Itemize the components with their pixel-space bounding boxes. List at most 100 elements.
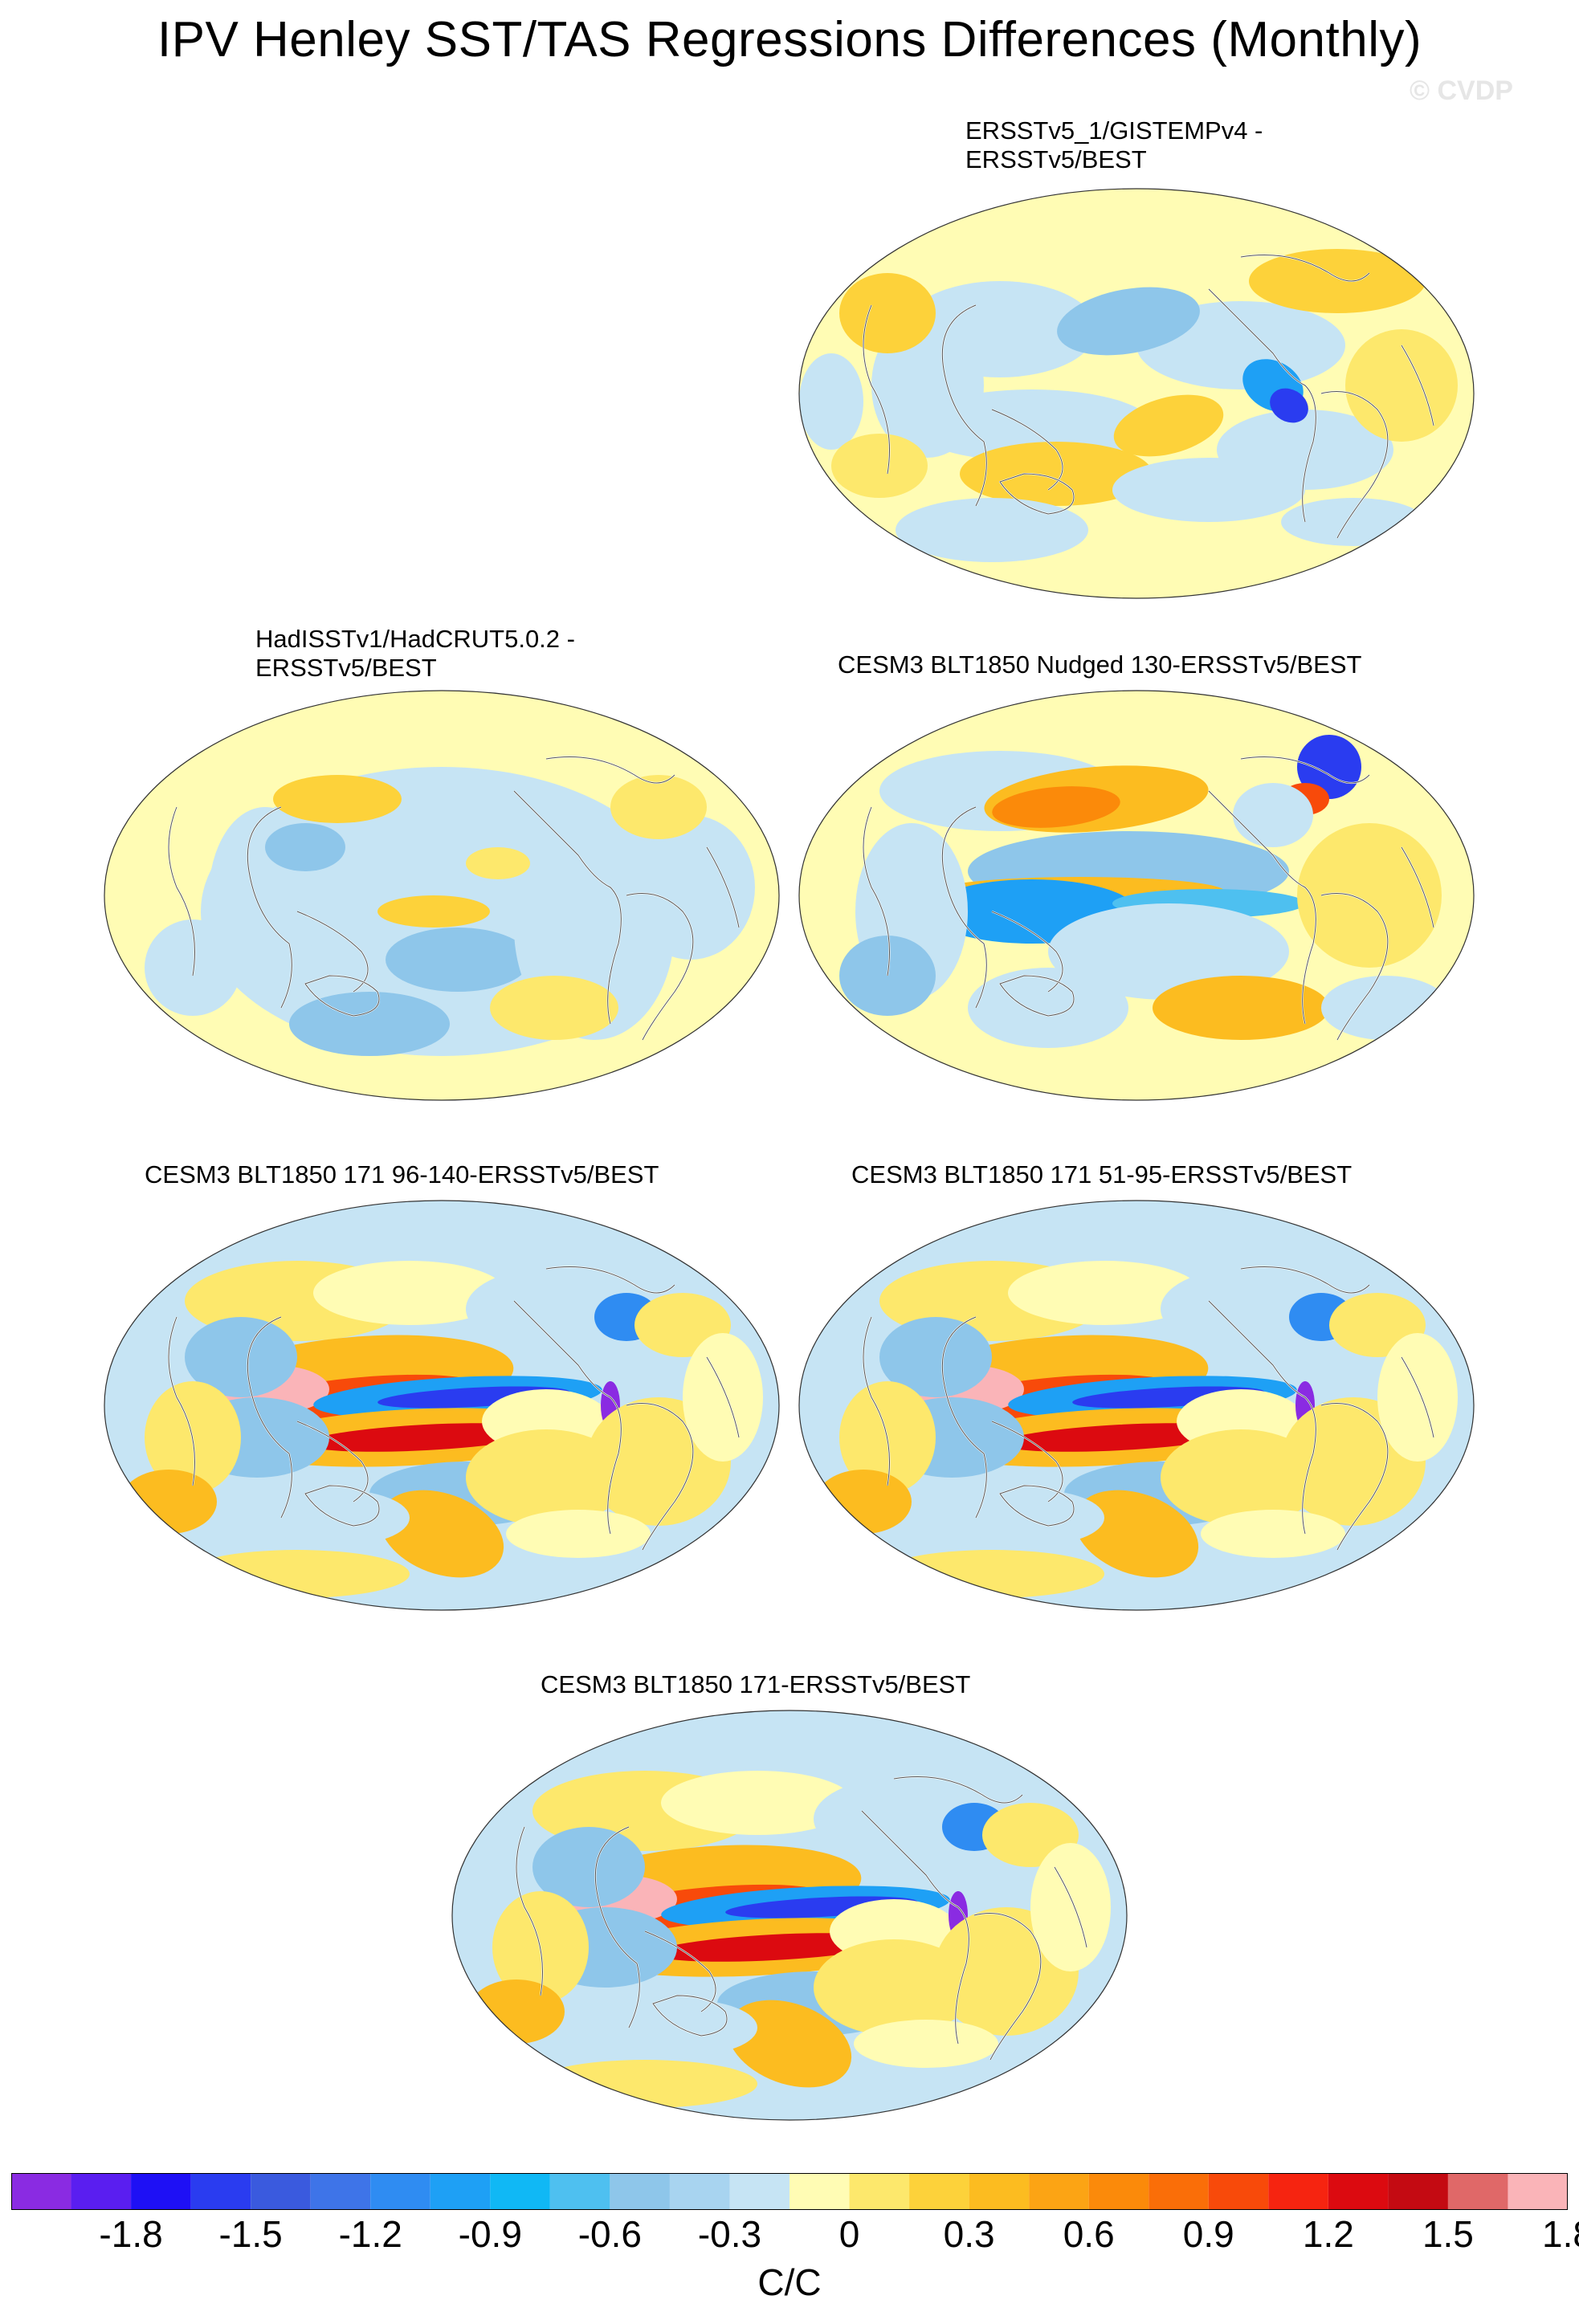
coastline	[296, 911, 369, 993]
anomaly-region	[960, 1490, 1104, 1546]
colorbar-swatch	[430, 2173, 491, 2210]
colorbar-swatch	[549, 2173, 610, 2210]
colorbar-swatch	[1208, 2173, 1269, 2210]
coastline	[863, 1316, 890, 1486]
coastline	[706, 1356, 740, 1438]
anomaly-region	[273, 775, 402, 823]
anomaly-region	[1074, 1490, 1199, 1578]
coastline	[999, 975, 1075, 1017]
colorbar-swatch	[849, 2173, 910, 2210]
anomaly-region	[379, 1490, 504, 1578]
coastline	[652, 1995, 728, 2037]
map-border	[798, 188, 1475, 599]
anomaly-region	[799, 353, 863, 450]
colorbar-tick-label: 0	[838, 2213, 860, 2255]
colorbar-swatch	[251, 2173, 311, 2210]
anomaly-region	[661, 1771, 854, 1835]
anomaly-region	[265, 1490, 410, 1546]
anomaly-region	[145, 919, 241, 1016]
anomaly-region	[1057, 287, 1200, 356]
coastline	[1054, 1866, 1087, 1948]
anomaly-region	[1113, 394, 1224, 457]
coastline	[1208, 288, 1316, 523]
colorbar-swatch	[490, 2173, 550, 2210]
panel-label-1: ERSSTv5_1/GISTEMPv4 - ERSSTv5/BEST	[965, 116, 1263, 173]
colorbar-swatch	[790, 2173, 850, 2210]
anomaly-region	[1321, 976, 1450, 1040]
colorbar-swatch	[969, 2173, 1030, 2210]
coastline	[893, 1776, 1023, 1804]
panel-label-5: CESM3 BLT1850 171 51-95-ERSSTv5/BEST	[851, 1160, 1353, 1189]
anomaly-region	[839, 273, 936, 353]
anomaly-region	[610, 775, 707, 839]
map-panel-2	[104, 690, 780, 1101]
coastline	[1320, 391, 1389, 539]
colorbar-swatch	[1088, 2173, 1149, 2210]
anomaly-region	[506, 1510, 651, 1558]
coastline	[991, 409, 1063, 491]
map-border	[104, 690, 780, 1101]
coastline	[1208, 790, 1316, 1025]
colorbar-swatch	[1328, 2173, 1389, 2210]
map-border	[451, 1710, 1128, 2121]
colorbar-swatch	[1029, 2173, 1089, 2210]
coastline	[863, 304, 890, 475]
map-border	[798, 690, 1475, 1101]
colorbar-tick-label: 1.8	[1542, 2213, 1579, 2255]
coastline	[626, 1403, 694, 1551]
anomaly-region	[1297, 823, 1442, 968]
coastline	[304, 1485, 380, 1527]
colorbar-swatch	[370, 2173, 430, 2210]
anomaly-region	[1008, 1261, 1201, 1325]
anomaly-region	[1201, 1510, 1345, 1558]
anomaly-region	[1270, 388, 1308, 423]
map-panel-6	[451, 1710, 1128, 2121]
colorbar-swatch	[71, 2173, 132, 2210]
coastline	[1240, 255, 1370, 282]
anomaly-region	[992, 786, 1120, 828]
anomaly-region	[386, 928, 530, 992]
colorbar-swatch	[131, 2173, 191, 2210]
coastline	[941, 1316, 987, 1519]
coastline	[304, 975, 380, 1017]
coastline	[706, 846, 740, 928]
anomaly-region	[814, 1939, 974, 2036]
colorbar-swatch	[1508, 2173, 1568, 2210]
colorbar-tick-label: 1.2	[1302, 2213, 1354, 2255]
map-panel-1	[798, 188, 1475, 599]
colorbar-swatch	[310, 2173, 371, 2210]
anomaly-region	[960, 442, 1153, 506]
colorbar-swatch	[190, 2173, 251, 2210]
anomaly-region	[1345, 329, 1458, 442]
colorbar-tick-label: -0.3	[697, 2213, 762, 2255]
coastline	[1240, 1266, 1370, 1294]
anomaly-region	[313, 1261, 506, 1325]
coastline	[991, 1421, 1063, 1502]
coastline	[626, 893, 694, 1041]
colorbar-tick-label: 0.6	[1063, 2213, 1115, 2255]
coastline	[1240, 756, 1370, 784]
anomaly-region	[613, 2000, 757, 2056]
anomaly-region	[1249, 249, 1426, 313]
colorbar-tick-label: -1.2	[338, 2213, 402, 2255]
coastline	[1401, 1356, 1434, 1438]
coastline	[991, 911, 1063, 993]
copyright-watermark: © CVDP	[1410, 75, 1513, 106]
colorbar-swatch	[1388, 2173, 1448, 2210]
anomaly-region	[468, 1979, 565, 2044]
coastline	[973, 1913, 1042, 2061]
panel-label-4: CESM3 BLT1850 171 96-140-ERSSTv5/BEST	[145, 1160, 659, 1189]
panel-label-3: CESM3 BLT1850 Nudged 130-ERSSTv5/BEST	[838, 650, 1362, 679]
anomaly-region	[377, 895, 490, 928]
anomaly-region	[532, 1827, 645, 1907]
coastline	[545, 1266, 675, 1294]
coastline	[941, 806, 987, 1009]
coastline	[941, 304, 987, 507]
coastline	[516, 1826, 543, 1996]
figure-title: IPV Henley SST/TAS Regressions Differenc…	[157, 12, 1422, 67]
anomaly-region	[1377, 1333, 1458, 1462]
anomaly-region	[683, 1333, 763, 1462]
coastline	[168, 806, 195, 976]
coastline	[1320, 893, 1389, 1041]
coastline	[513, 1300, 622, 1535]
